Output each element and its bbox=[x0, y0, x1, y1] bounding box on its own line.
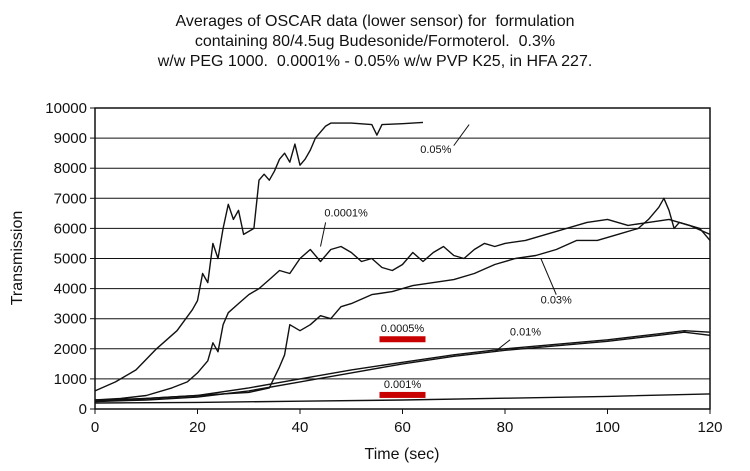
highlight-bar bbox=[380, 336, 426, 342]
y-tick-label: 4000 bbox=[54, 281, 87, 298]
series-line-005 bbox=[95, 122, 423, 391]
annotation-label: 0.05% bbox=[420, 144, 451, 156]
y-tick-label: 7000 bbox=[54, 190, 87, 207]
series-line-00001 bbox=[95, 219, 710, 400]
y-tick-label: 6000 bbox=[54, 220, 87, 237]
series-lines bbox=[95, 122, 710, 403]
y-tick-label: 3000 bbox=[54, 311, 87, 328]
annotation-leader bbox=[321, 222, 326, 246]
line-chart: 0100020003000400050006000700080009000100… bbox=[0, 0, 750, 471]
y-tick-label: 0 bbox=[79, 401, 87, 418]
x-tick-label: 80 bbox=[497, 419, 514, 436]
x-axis-label: Time (sec) bbox=[365, 446, 440, 463]
highlight-bar bbox=[380, 392, 426, 398]
y-tick-label: 8000 bbox=[54, 160, 87, 177]
series-line-00005 bbox=[95, 332, 710, 401]
x-tick-label: 0 bbox=[91, 419, 99, 436]
x-tick-label: 60 bbox=[394, 419, 411, 436]
x-tick-label: 120 bbox=[697, 419, 722, 436]
annotation-label: 0.001% bbox=[384, 379, 422, 391]
y-tick-label: 5000 bbox=[54, 251, 87, 268]
x-tick-label: 40 bbox=[292, 419, 309, 436]
annotation-label: 0.0005% bbox=[381, 323, 425, 335]
annotation-leader bbox=[541, 259, 556, 295]
annotation-leader bbox=[454, 125, 469, 146]
y-tick-label: 10000 bbox=[45, 100, 87, 117]
y-axis-label: Transmission bbox=[9, 211, 26, 306]
annotation-label: 0.01% bbox=[510, 326, 541, 338]
annotation-label: 0.0001% bbox=[324, 207, 368, 219]
y-tick-label: 9000 bbox=[54, 130, 87, 147]
y-tick-label: 1000 bbox=[54, 371, 87, 388]
annotation-label: 0.03% bbox=[541, 295, 572, 307]
x-tick-label: 20 bbox=[189, 419, 206, 436]
x-tick-label: 100 bbox=[595, 419, 620, 436]
y-tick-label: 2000 bbox=[54, 341, 87, 358]
